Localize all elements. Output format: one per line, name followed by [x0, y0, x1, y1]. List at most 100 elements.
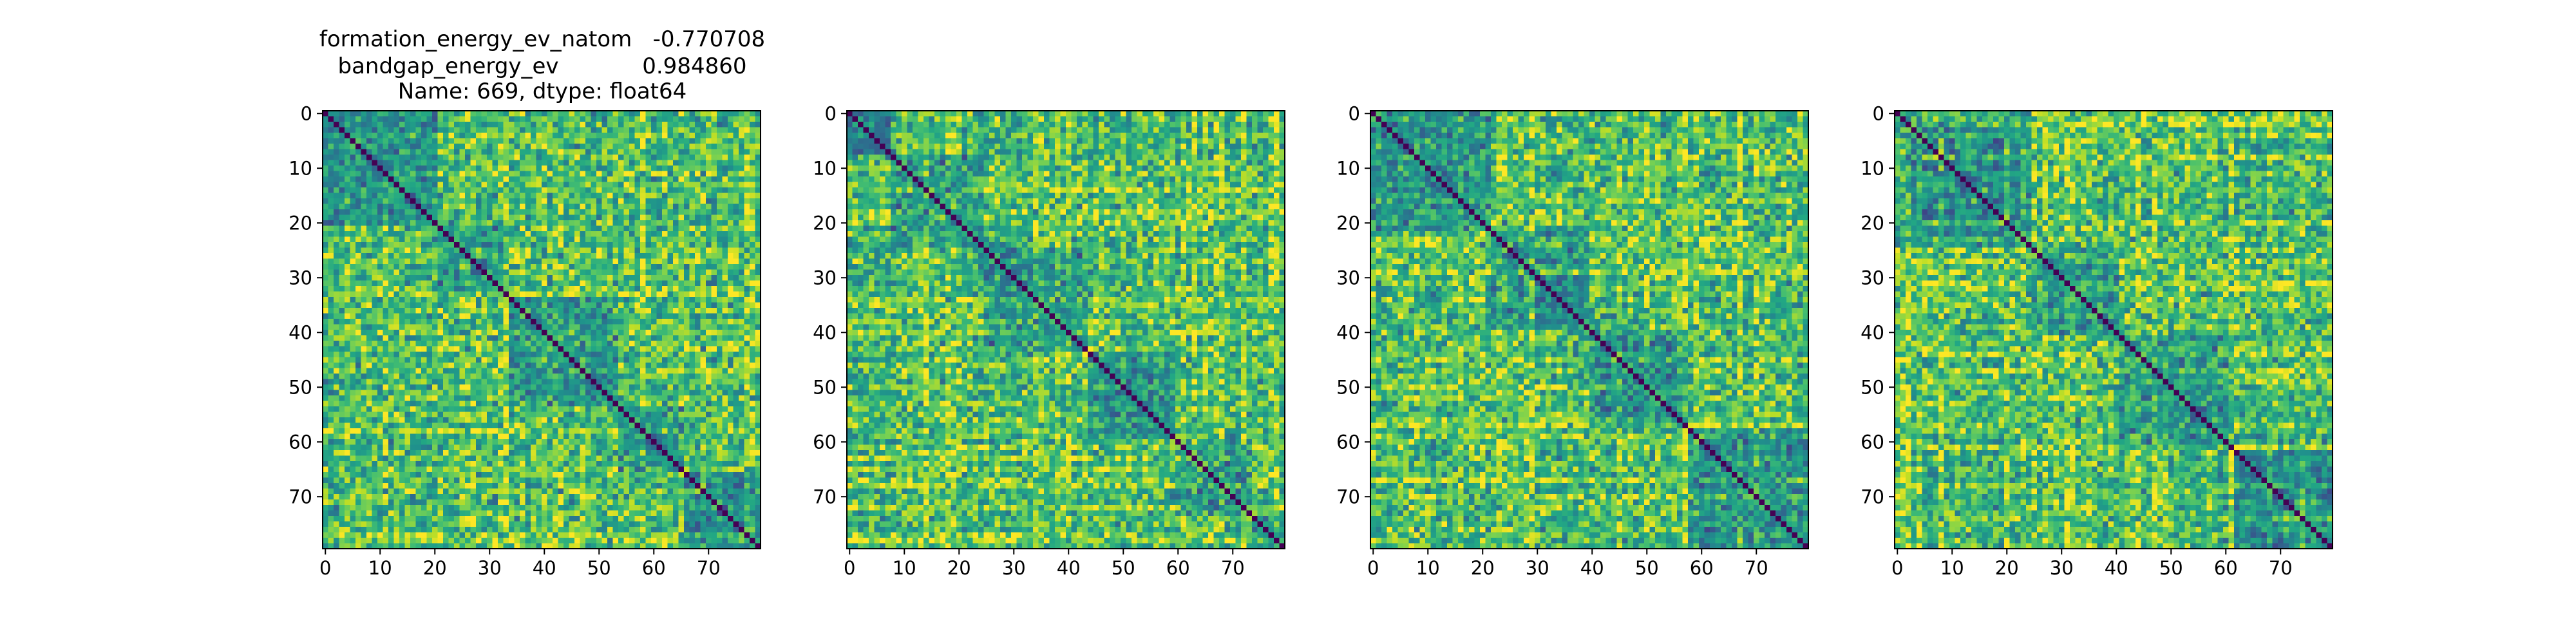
heatmap-cell [646, 336, 652, 341]
heatmap-cell [394, 423, 400, 429]
heatmap-cell [328, 357, 334, 363]
heatmap-cell [438, 215, 444, 221]
heatmap-cell [504, 187, 509, 193]
heatmap-cell [613, 133, 619, 138]
heatmap-cell [635, 281, 641, 287]
heatmap-cell [355, 160, 361, 166]
heatmap-cell [388, 297, 394, 303]
heatmap-cell [657, 220, 663, 226]
heatmap-cell [383, 314, 389, 319]
heatmap-cell [460, 357, 466, 363]
heatmap-cell [399, 363, 405, 368]
heatmap-cell [728, 264, 734, 270]
heatmap-cell [580, 176, 586, 182]
heatmap-cell [399, 242, 405, 248]
heatmap-cell [750, 226, 755, 232]
heatmap-cell [421, 445, 427, 451]
heatmap-cell [487, 198, 493, 204]
heatmap-cell [493, 308, 498, 314]
heatmap-cell [684, 281, 690, 287]
heatmap-cell [399, 187, 405, 193]
heatmap-cell [602, 259, 608, 265]
heatmap-cell [618, 439, 624, 445]
heatmap-cell [580, 231, 586, 237]
heatmap-cell [421, 390, 427, 396]
heatmap-cell [723, 439, 728, 445]
heatmap-cell [328, 215, 334, 221]
heatmap-cell [399, 138, 405, 144]
heatmap-cell [662, 286, 668, 292]
heatmap-cell [569, 226, 575, 232]
heatmap-cell [394, 297, 400, 303]
heatmap-cell [405, 171, 411, 177]
heatmap-cell [515, 401, 520, 407]
heatmap-cell [602, 363, 608, 368]
heatmap-cell [323, 352, 328, 357]
heatmap-cell [542, 319, 547, 325]
heatmap-cell [602, 384, 608, 390]
heatmap-cell [438, 155, 444, 160]
heatmap-cell [449, 248, 455, 254]
heatmap-cell [657, 341, 663, 346]
heatmap-cell [328, 297, 334, 303]
heatmap-cell [355, 133, 361, 138]
heatmap-cell [504, 341, 509, 346]
heatmap-cell [438, 242, 444, 248]
heatmap-cell [416, 374, 422, 379]
heatmap-cell [438, 160, 444, 166]
heatmap-cell [673, 237, 679, 243]
heatmap-cell [399, 330, 405, 336]
heatmap-cell [515, 187, 520, 193]
heatmap-cell [366, 270, 372, 276]
heatmap-cell [640, 434, 646, 440]
heatmap-cell [542, 412, 547, 418]
heatmap-cell [471, 308, 477, 314]
heatmap-cell [701, 325, 706, 330]
heatmap-cell [421, 325, 427, 330]
heatmap-cell [596, 160, 602, 166]
heatmap-cell [438, 314, 444, 319]
heatmap-cell [460, 412, 466, 418]
heatmap-cell [482, 171, 488, 177]
heatmap-cell [350, 368, 356, 374]
heatmap-cell [482, 138, 488, 144]
heatmap-cell [569, 111, 575, 117]
heatmap-cell [613, 138, 619, 144]
heatmap-cell [602, 330, 608, 336]
heatmap-cell [635, 138, 641, 144]
heatmap-cell [366, 286, 372, 292]
heatmap-cell [673, 319, 679, 325]
heatmap-cell [366, 412, 372, 418]
heatmap-cell [405, 423, 411, 429]
heatmap-cell [323, 384, 328, 390]
heatmap-cell [723, 314, 728, 319]
heatmap-cell [553, 270, 558, 276]
heatmap-cell [482, 314, 488, 319]
heatmap-cell [449, 133, 455, 138]
heatmap-cell [520, 248, 526, 254]
heatmap-cell [531, 319, 536, 325]
heatmap-cell [504, 357, 509, 363]
heatmap-cell [723, 384, 728, 390]
heatmap-cell [498, 412, 504, 418]
heatmap-cell [723, 166, 728, 171]
heatmap-cell [744, 286, 750, 292]
heatmap-cell [350, 395, 356, 401]
heatmap-cell [509, 259, 515, 265]
heatmap-cell [531, 434, 536, 440]
heatmap-cell [361, 231, 367, 237]
heatmap-cell [569, 117, 575, 122]
heatmap-cell [564, 286, 569, 292]
heatmap-cell [728, 204, 734, 210]
heatmap-cell [706, 171, 712, 177]
heatmap-cell [471, 341, 477, 346]
heatmap-cell [372, 352, 378, 357]
heatmap-cell [750, 434, 755, 440]
heatmap-cell [542, 128, 547, 133]
heatmap-cell [366, 160, 372, 166]
heatmap-cell [526, 259, 531, 265]
heatmap-cell [323, 303, 328, 308]
heatmap-cell [388, 253, 394, 259]
heatmap-cell [613, 374, 619, 379]
heatmap-cell [662, 193, 668, 199]
